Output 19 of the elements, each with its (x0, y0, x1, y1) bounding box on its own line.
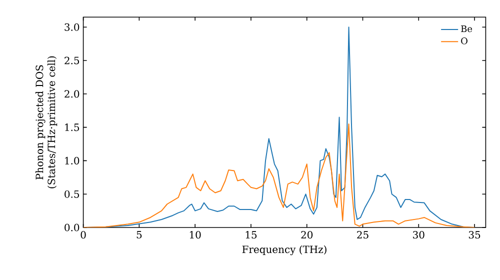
x-tick-label: 25 (357, 231, 368, 239)
y-tick-label: 2.5 (64, 56, 80, 64)
y-tick-label: 1.0 (65, 156, 80, 164)
x-axis-title: Frequency (THz) (242, 245, 326, 256)
y-axis-title: Phonon projected DOS (States/THz·primitive cell) (35, 56, 58, 188)
y-tick-label: 1.5 (65, 124, 80, 132)
x-tick-label: 15 (246, 231, 257, 239)
y-tick-label: 3.0 (64, 23, 80, 31)
x-tick-label: 30 (413, 231, 424, 239)
x-tick-label: 0 (80, 231, 86, 239)
legend-label: O (461, 38, 468, 44)
x-tick-label: 20 (301, 231, 313, 239)
y-tick-label: 0.0 (64, 224, 80, 232)
x-tick-label: 5 (136, 231, 142, 238)
y-tick-label: 0.5 (64, 190, 80, 198)
legend-label: Be (461, 25, 472, 32)
x-tick-label: 10 (190, 231, 201, 239)
y-tick-label: 2.0 (64, 90, 80, 98)
x-tick-label: 35 (468, 231, 480, 239)
